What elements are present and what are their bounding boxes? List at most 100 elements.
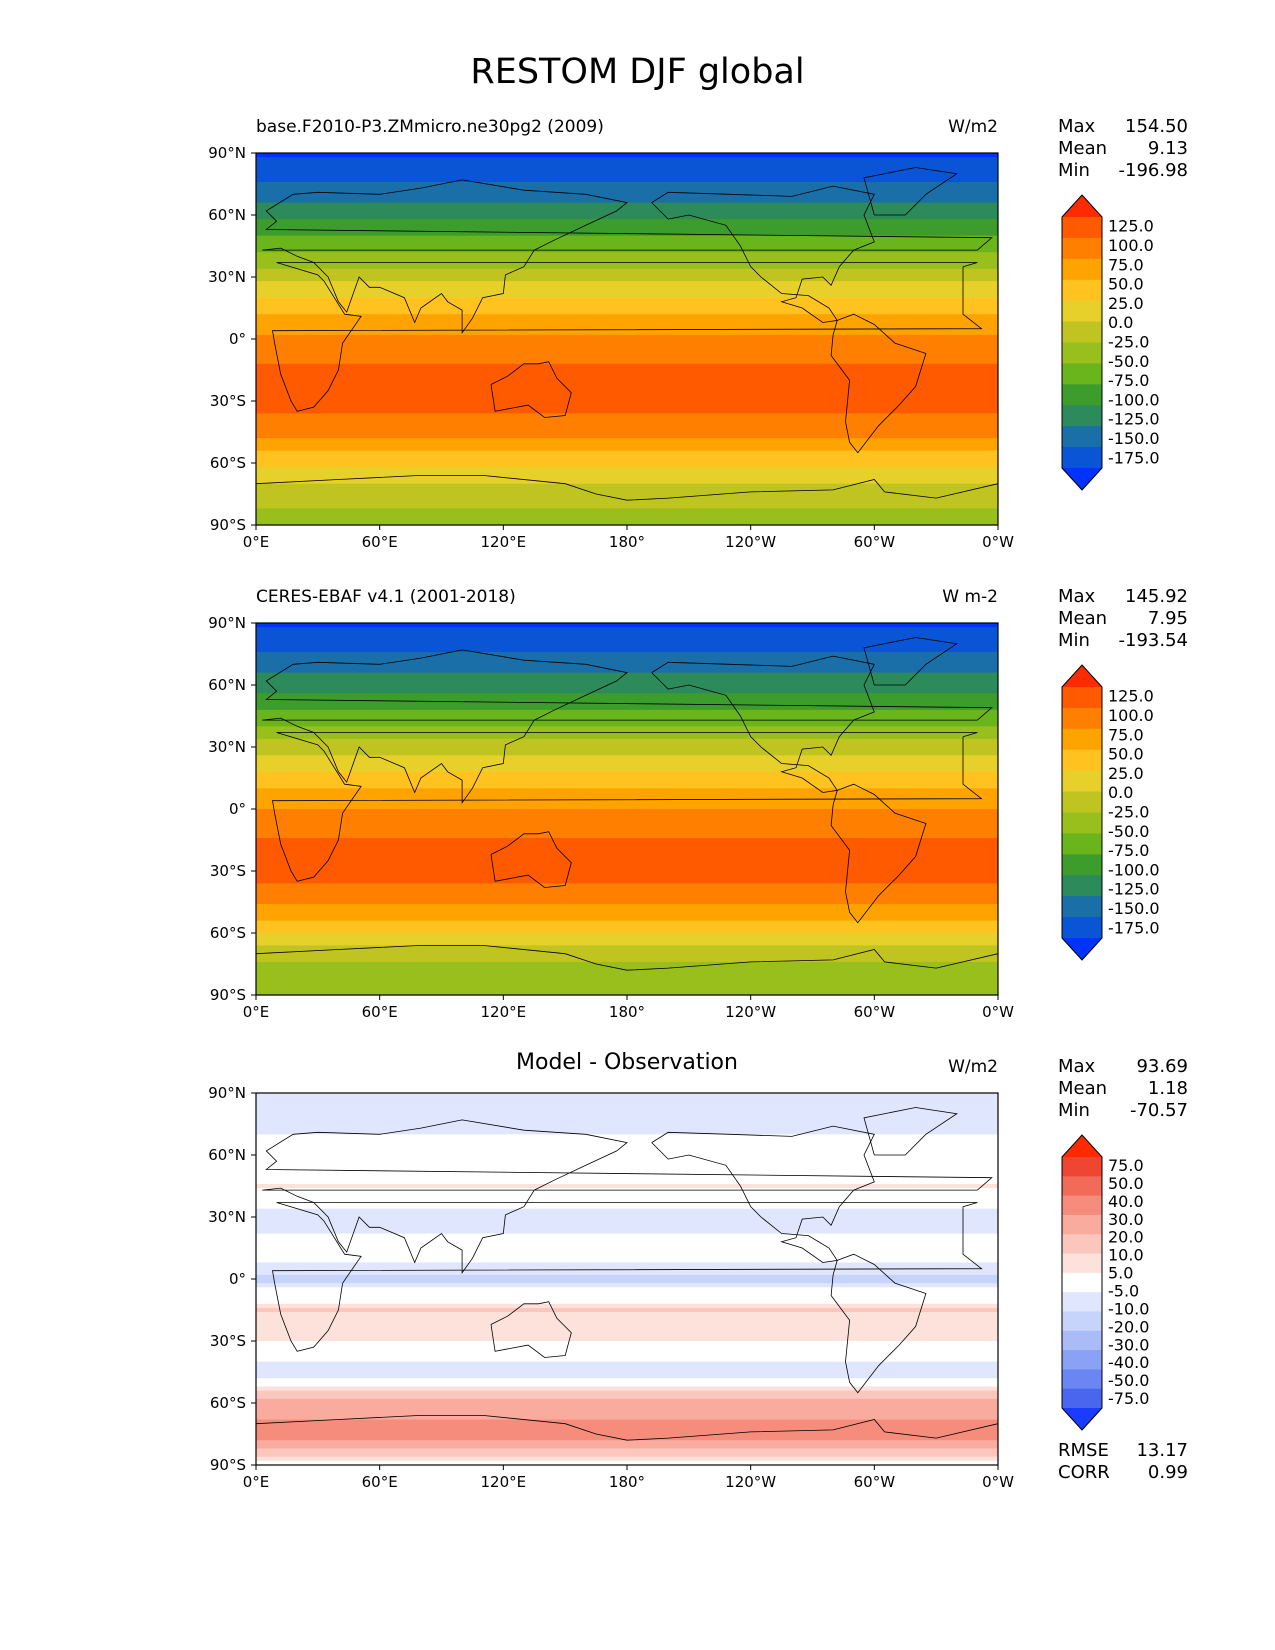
field-band [256,904,998,909]
field-band [256,1369,998,1375]
stat-mean: 7.95 [1147,608,1188,629]
field-band [256,1142,998,1148]
field-band [256,1217,998,1222]
coastline [830,1253,927,1394]
field-band [256,850,998,856]
extra-stats-box: RMSE 13.17 CORR 0.99 [1058,1440,1188,1483]
stats-box: Max 154.50 Mean 9.13 Min -196.98 [1058,116,1188,181]
field-band [256,223,998,228]
colorbar-segment [1062,300,1102,323]
coastline [490,1301,572,1358]
field-band [256,891,998,897]
field-band [256,821,998,827]
colorbar-label: -5.0 [1108,1281,1139,1300]
field-band [256,467,998,472]
field-band [256,945,998,951]
colorbar-label: 50.0 [1108,745,1144,764]
field-band [256,796,998,802]
field-band [256,784,998,789]
field-band [256,854,998,860]
field-band [256,656,998,661]
field-band [256,1262,998,1268]
field-band [256,643,998,649]
colorbar-label: 125.0 [1108,217,1154,236]
colorbar-label: -50.0 [1108,1371,1149,1390]
field-band [256,421,998,427]
field-band [256,1150,998,1156]
field-band [256,496,998,501]
field-band [256,933,998,938]
field-band [256,293,998,299]
coastline [863,167,958,216]
field-band [256,747,998,752]
field-band [256,161,998,166]
stat-min: -70.57 [1129,1100,1188,1121]
y-tick-label: 0° [229,330,246,348]
colorbar-label: -175.0 [1108,918,1160,937]
field-band [256,355,998,361]
field-band [256,829,998,835]
field-band [256,1324,998,1330]
field-band [256,219,998,224]
field-band [256,285,998,290]
field-band [256,709,998,715]
field-band [256,1345,998,1350]
field-band [256,330,998,336]
field-band [256,500,998,505]
x-tick-label: 60°W [854,1473,896,1491]
coastline [830,783,927,924]
coastline [651,1125,875,1263]
field-band [256,713,998,719]
x-tick-label: 120°E [481,1473,527,1491]
field-band [256,504,998,510]
field-band [256,883,998,889]
coastline [490,361,572,418]
y-tick-label: 30°N [208,1208,246,1226]
y-tick-label: 30°N [208,738,246,756]
units-label: W/m2 [948,1057,998,1077]
field-band [256,1390,998,1396]
field-band [256,961,998,967]
x-tick-label: 120°E [481,1003,527,1021]
field-band [256,322,998,328]
x-tick-label: 0°W [982,1003,1014,1021]
field-band [256,487,998,493]
field-band [256,1349,998,1354]
field-band [256,479,998,485]
panel-title: base.F2010-P3.ZMmicro.ne30pg2 (2009) [256,117,604,137]
colorbar-segment [1062,749,1102,772]
field-band [256,1456,998,1462]
colorbar-label: -10.0 [1108,1299,1149,1318]
field-band [256,685,998,690]
y-tick-label: 60°S [210,1394,246,1412]
x-tick-label: 120°W [725,533,776,551]
field-band [256,1245,998,1251]
field-band [256,1126,998,1131]
field-band [256,635,998,641]
field-band [256,1407,998,1412]
x-tick-label: 120°W [725,1003,776,1021]
colorbar-label: -100.0 [1108,390,1160,409]
x-tick-label: 180° [609,1473,645,1491]
field-band [256,227,998,233]
colorbar-label: 25.0 [1108,764,1144,783]
coastline [272,262,983,412]
colorbar-label: -25.0 [1108,333,1149,352]
colorbar-label: -125.0 [1108,410,1160,429]
field-band [256,788,998,794]
x-tick-label: 0°E [243,1473,270,1491]
field-band [256,1403,998,1408]
colorbar-label: -75.0 [1108,371,1149,390]
y-tick-label: 30°S [210,862,246,880]
field-band [256,442,998,448]
field-band [256,705,998,711]
coastline [272,1202,983,1352]
field-band [256,1378,998,1383]
field-band [256,1365,998,1371]
panel-title: CERES-EBAF v4.1 (2001-2018) [256,587,516,607]
field-band [256,1287,998,1292]
coastline [863,637,958,686]
field-band [256,928,998,934]
field-band [256,974,998,980]
field-band [256,809,998,814]
